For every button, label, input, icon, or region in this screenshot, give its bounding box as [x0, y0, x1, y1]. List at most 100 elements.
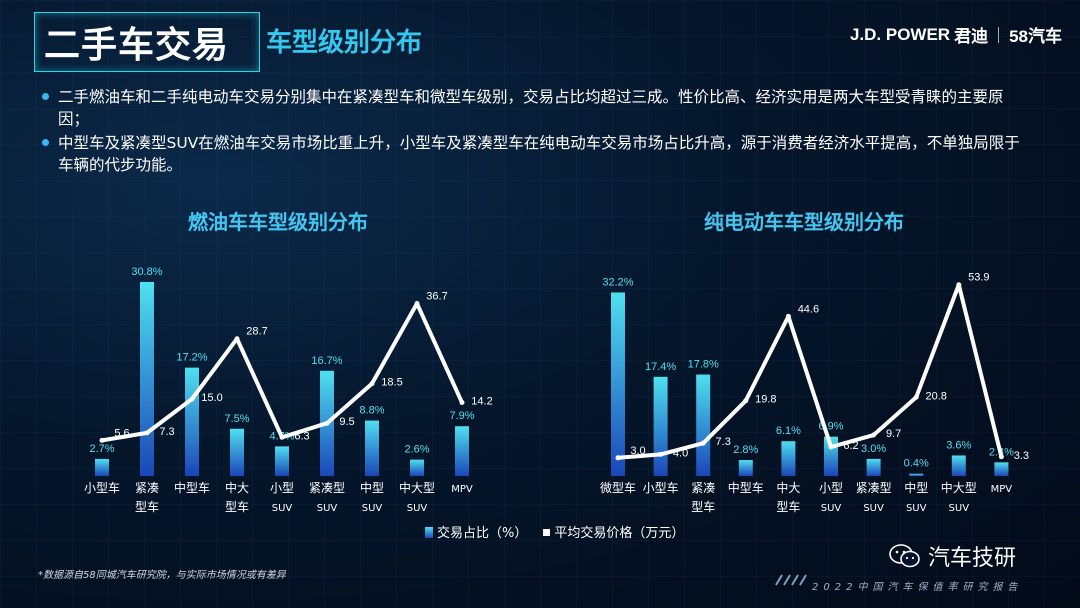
category-tick-label: 小型车 [84, 480, 120, 495]
bar-value-label: 3.6% [946, 439, 971, 451]
price-value-label: 6.3 [294, 430, 309, 442]
category-tick-label: SUV [272, 503, 293, 514]
category-tick-label: 中大 [776, 480, 800, 495]
bullet-item: 二手燃油车和二手纯电动车交易分别集中在紧凑型车和微型车级别，交易占比均超过三成。… [40, 86, 1030, 130]
price-point [144, 430, 150, 436]
wechat-watermark: 汽车技研 [888, 540, 1016, 572]
price-point [658, 451, 664, 457]
legend-bar-swatch [425, 527, 433, 538]
price-value-label: 53.9 [968, 272, 989, 284]
price-point [743, 398, 749, 404]
bar [140, 281, 154, 476]
category-tick-label: 紧凑型 [309, 481, 345, 495]
price-point [700, 440, 706, 446]
category-tick-label: 紧凑 [135, 481, 159, 495]
category-tick-label: 中大型 [399, 480, 435, 495]
bar-value-label: 6.1% [776, 425, 801, 437]
price-value-label: 7.3 [159, 426, 174, 438]
wechat-icon [889, 544, 920, 568]
legend-line-label: 平均交易价格（万元） [554, 526, 685, 541]
category-tick-label: 中大 [225, 480, 249, 495]
bar [275, 446, 289, 476]
jd-power-logo: J.D. POWER [849, 24, 951, 44]
price-point [871, 432, 877, 438]
source-footnote: *数据源自58同城汽车研究院，与实际市场情况或有差异 [38, 570, 286, 581]
bar-value-label: 3.0% [861, 443, 886, 455]
bar [185, 367, 199, 476]
price-value-label: 36.7 [426, 291, 447, 303]
price-value-label: 44.6 [798, 303, 819, 315]
decorative-stripes [775, 574, 807, 586]
price-line [101, 301, 464, 443]
bar-value-label: 16.7% [311, 355, 342, 367]
bar [738, 460, 753, 476]
category-tick-label: SUV [821, 503, 842, 514]
category-tick-label: SUV [906, 503, 927, 514]
category-tick-label: 紧凑 [691, 481, 715, 495]
price-point [998, 454, 1004, 460]
bar [994, 462, 1009, 476]
price-line [617, 282, 1004, 460]
bullet-item: 中型车及紧凑型SUV在燃油车交易市场比重上升，小型车及紧凑型车在纯电动车交易市场… [40, 132, 1030, 176]
price-value-label: 28.7 [246, 326, 267, 338]
legend-bar: 交易占比（%） [425, 522, 527, 541]
price-value-label: 9.5 [339, 416, 354, 428]
bar-value-label: 8.8% [359, 405, 384, 417]
category-tick-label: 中型 [360, 480, 384, 495]
bar-value-label: 7.9% [449, 410, 474, 422]
category-tick-label: 型车 [135, 499, 159, 514]
category-tick-label: SUV [407, 503, 428, 514]
bar [95, 458, 109, 476]
bar-value-label: 17.4% [645, 361, 676, 373]
bar [611, 292, 625, 476]
category-tick-label: 紧凑型 [856, 481, 892, 495]
bar-value-label: 32.2% [602, 276, 633, 288]
bar [230, 428, 244, 476]
bar [951, 455, 966, 476]
price-point [414, 301, 420, 307]
jundi-logo: 君迪 [954, 27, 989, 46]
ev-chart-title: 纯电动车车型级别分布 [704, 210, 904, 234]
category-tick-label: 小型 [819, 481, 843, 495]
bar [455, 426, 469, 476]
price-point [785, 313, 791, 319]
category-tick-label: MPV [451, 484, 473, 495]
price-value-label: 20.8 [925, 390, 946, 402]
bar-value-label: 30.8% [131, 266, 162, 278]
price-value-label: 9.7 [886, 428, 901, 440]
price-point [913, 394, 919, 400]
price-value-label: 3.3 [1014, 450, 1029, 462]
chart-legend: 交易占比（%） 平均交易价格（万元） [425, 522, 684, 541]
price-point [99, 437, 105, 443]
category-tick-label: 小型车 [643, 480, 679, 495]
price-point [234, 336, 240, 342]
price-value-label: 7.3 [716, 436, 731, 448]
bar [653, 376, 668, 476]
category-tick-label: SUV [317, 503, 338, 514]
category-tick-label: MPV [991, 484, 1013, 495]
category-tick-label: SUV [949, 503, 970, 514]
category-tick-label: 中型 [904, 480, 928, 495]
bullet-list: 二手燃油车和二手纯电动车交易分别集中在紧凑型车和微型车级别，交易占比均超过三成。… [40, 86, 1030, 178]
bar-value-label: 17.8% [688, 359, 719, 371]
category-tick-label: 微型车 [600, 480, 636, 495]
category-tick-label: 型车 [776, 499, 800, 514]
page-title: 二手车交易 [44, 25, 230, 66]
price-point [828, 444, 834, 450]
bar-value-label: 7.5% [224, 413, 249, 425]
bar [866, 458, 881, 476]
price-point [324, 420, 330, 426]
price-value-label: 15.0 [201, 392, 222, 404]
category-tick-label: 小型 [270, 481, 294, 495]
legend-line-swatch [543, 529, 551, 536]
price-point [615, 455, 621, 461]
brand-logos: J.D. POWER 君迪 58汽车 [850, 22, 1062, 47]
category-tick-label: SUV [863, 503, 884, 514]
category-tick-label: 型车 [225, 499, 249, 514]
page-subtitle: 车型级别分布 [266, 28, 423, 58]
bar [365, 420, 379, 476]
bar-value-label: 2.6% [404, 444, 429, 456]
category-tick-label: 中大型 [941, 480, 977, 495]
